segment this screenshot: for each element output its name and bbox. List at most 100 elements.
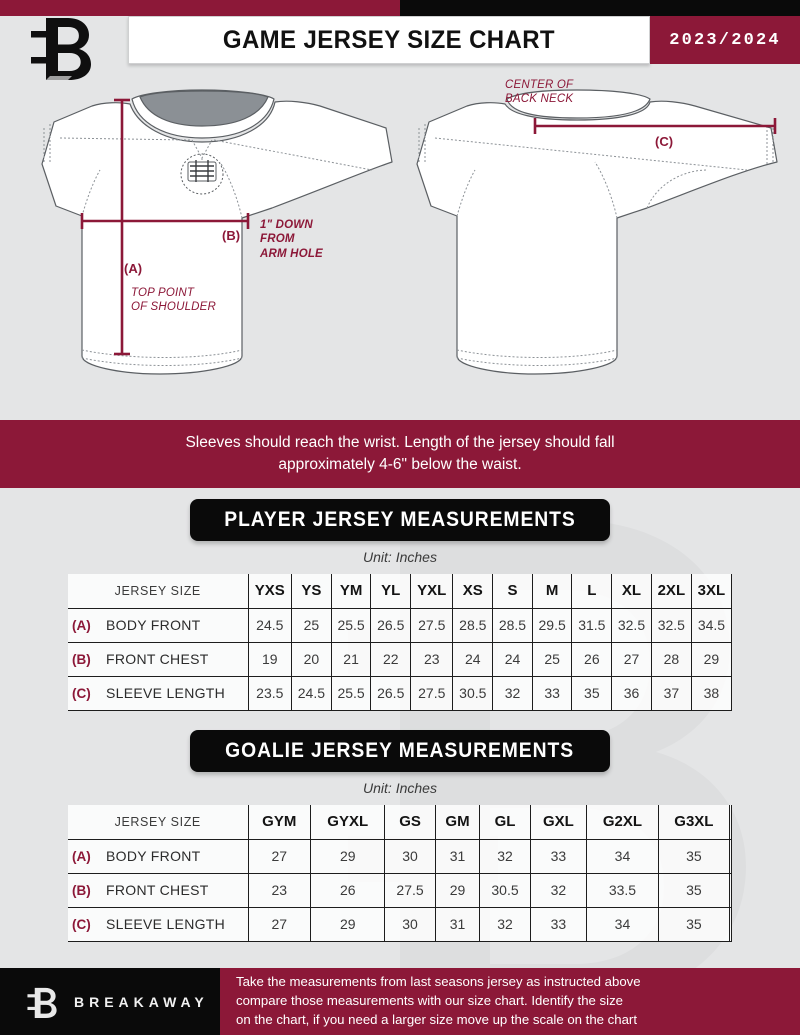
measurement-cell: 30.5 <box>479 872 531 908</box>
measurement-cell <box>729 838 732 874</box>
column-header-gm: GM <box>434 805 481 840</box>
measurement-cell <box>729 906 732 942</box>
back-neck-note-line1: CENTER OF <box>505 79 574 91</box>
fit-note-band: Sleeves should reach the wrist. Length o… <box>0 420 800 488</box>
measurement-tag: (C) <box>72 917 91 932</box>
measurement-cell: 23 <box>247 872 312 908</box>
player-section-title-pill: PLAYER JERSEY MEASUREMENTS <box>190 499 610 541</box>
front-chest-tag: (B) <box>222 228 241 243</box>
column-header-xl: XL <box>611 574 652 609</box>
measurement-cell: 27 <box>611 641 652 677</box>
column-header-2xl: 2XL <box>650 574 692 609</box>
player-measurements-table: JERSEY SIZE YXS YS YM YL YXL XS S M L XL 2XL 3XL (A) B… <box>68 574 733 711</box>
jersey-diagram: (B) (A) 1" DOWN FROM ARM HOLE TOP POINT … <box>0 66 800 420</box>
column-header-gyxl: GYXL <box>310 805 386 840</box>
footer-instructions: Take the measurements from last seasons … <box>220 968 800 1035</box>
measurement-name: BODY FRONT <box>106 617 201 633</box>
measurement-cell: 25.5 <box>330 675 372 711</box>
measurement-cell: 31 <box>434 838 481 874</box>
measurement-cell: 32 <box>479 906 531 942</box>
player-unit-label: Unit: Inches <box>363 549 437 565</box>
table-corner-label: JERSEY SIZE <box>68 574 249 609</box>
measurement-cell: 34 <box>586 838 659 874</box>
table-header-row: JERSEY SIZE GYM GYXL GS GM GL GXL G2XL G3XL <box>68 805 732 840</box>
breakaway-b-logo-icon <box>31 18 91 80</box>
measurement-cell: 30.5 <box>452 675 494 711</box>
measurement-cell: 38 <box>690 675 733 711</box>
fit-note-line2: approximately 4-6" below the waist. <box>278 456 522 473</box>
measurement-cell: 26 <box>310 872 386 908</box>
measurement-cell: 27.5 <box>410 675 454 711</box>
measurement-cell: 24.5 <box>247 607 293 643</box>
table-row: (C) SLEEVE LENGTH 27 29 30 31 32 33 34 35 <box>68 906 732 942</box>
measurement-cell: 28 <box>650 641 692 677</box>
column-header-yxs: YXS <box>247 574 293 609</box>
measurement-cell: 29 <box>690 641 733 677</box>
arm-hole-note-line2: FROM <box>260 233 295 246</box>
measurement-cell: 29 <box>310 838 386 874</box>
measurement-cell: 35 <box>657 838 731 874</box>
table-row: (A) BODY FRONT 24.5 25 25.5 26.5 27.5 28.5 28.5 2… <box>68 607 733 643</box>
measurement-cell: 35 <box>571 675 613 711</box>
measurement-cell: 25.5 <box>330 607 372 643</box>
measurement-cell: 32.5 <box>650 607 692 643</box>
page-title-band: GAME JERSEY SIZE CHART <box>128 16 650 64</box>
measurement-cell: 25 <box>531 641 573 677</box>
goalie-section-title: GOALIE JERSEY MEASUREMENTS <box>225 739 575 762</box>
back-neck-note: CENTER OF BACK NECK <box>505 78 573 107</box>
jersey-front-illustration <box>41 89 393 375</box>
column-header-ym: YM <box>330 574 372 609</box>
sleeve-length-tag: (C) <box>655 134 674 149</box>
measurement-cell: 28.5 <box>492 607 533 643</box>
footer-instructions-line1: Take the measurements from last seasons … <box>236 974 641 990</box>
measurement-cell: 30 <box>384 906 436 942</box>
measurement-cell: 19 <box>247 641 293 677</box>
top-strip-maroon <box>0 0 400 16</box>
column-header-xs: XS <box>452 574 494 609</box>
measurement-cell: 31.5 <box>571 607 613 643</box>
arm-hole-note: 1" DOWN FROM ARM HOLE <box>260 218 323 261</box>
footer-brand-name: BREAKAWAY <box>74 993 209 1010</box>
shoulder-point-line2: OF SHOULDER <box>131 301 217 314</box>
column-header-s: S <box>492 574 533 609</box>
top-strip-black <box>400 0 800 16</box>
measurement-cell: 20 <box>291 641 332 677</box>
measurement-cell: 26.5 <box>370 675 412 711</box>
season-badge: 2023/2024 <box>650 16 800 64</box>
column-header-gym: GYM <box>247 805 312 840</box>
table-row: (B) FRONT CHEST 23 26 27.5 29 30.5 32 33.5 35 <box>68 872 732 908</box>
measurement-cell: 29 <box>310 906 386 942</box>
measurement-cell: 30 <box>384 838 436 874</box>
measurement-cell: 32 <box>479 838 531 874</box>
fit-note-line1: Sleeves should reach the wrist. Length o… <box>185 433 615 451</box>
row-header-body-front: (A) BODY FRONT <box>68 838 249 874</box>
arm-hole-note-line3: ARM HOLE <box>260 247 323 260</box>
measurement-cell: 29.5 <box>531 607 573 643</box>
page-title: GAME JERSEY SIZE CHART <box>222 25 556 54</box>
measurement-cell: 35 <box>657 872 731 908</box>
body-front-tag: (A) <box>124 261 143 276</box>
table-row: (C) SLEEVE LENGTH 23.5 24.5 25.5 26.5 27.5 30.5… <box>68 675 733 711</box>
measurement-cell: 28.5 <box>452 607 494 643</box>
measurement-cell: 27 <box>247 838 312 874</box>
season-label: 2023/2024 <box>669 30 781 50</box>
row-header-body-front: (A) BODY FRONT <box>68 607 249 643</box>
measurement-cell: 29 <box>434 872 481 908</box>
goalie-unit-label: Unit: Inches <box>363 780 437 796</box>
measurement-name: SLEEVE LENGTH <box>106 685 226 701</box>
measurement-name: FRONT CHEST <box>106 651 209 667</box>
column-header-yxl: YXL <box>410 574 454 609</box>
column-header-gxl: GXL <box>529 805 588 840</box>
row-header-front-chest: (B) FRONT CHEST <box>68 872 249 908</box>
back-neck-note-line2: BACK NECK <box>505 93 574 106</box>
measurement-cell: 26.5 <box>370 607 412 643</box>
measurement-cell: 37 <box>650 675 692 711</box>
column-header-l: L <box>571 574 613 609</box>
table-header-row: JERSEY SIZE YXS YS YM YL YXL XS S M L XL 2XL 3XL <box>68 574 733 609</box>
measurement-cell: 25 <box>291 607 332 643</box>
footer-instructions-line2: compare those measurements with our size… <box>236 993 624 1009</box>
page-header: GAME JERSEY SIZE CHART 2023/2024 <box>0 16 800 80</box>
goalie-measurements-table: JERSEY SIZE GYM GYXL GS GM GL GXL G2XL G3XL (A) BO… <box>68 805 732 942</box>
measurement-tag: (C) <box>72 686 91 701</box>
